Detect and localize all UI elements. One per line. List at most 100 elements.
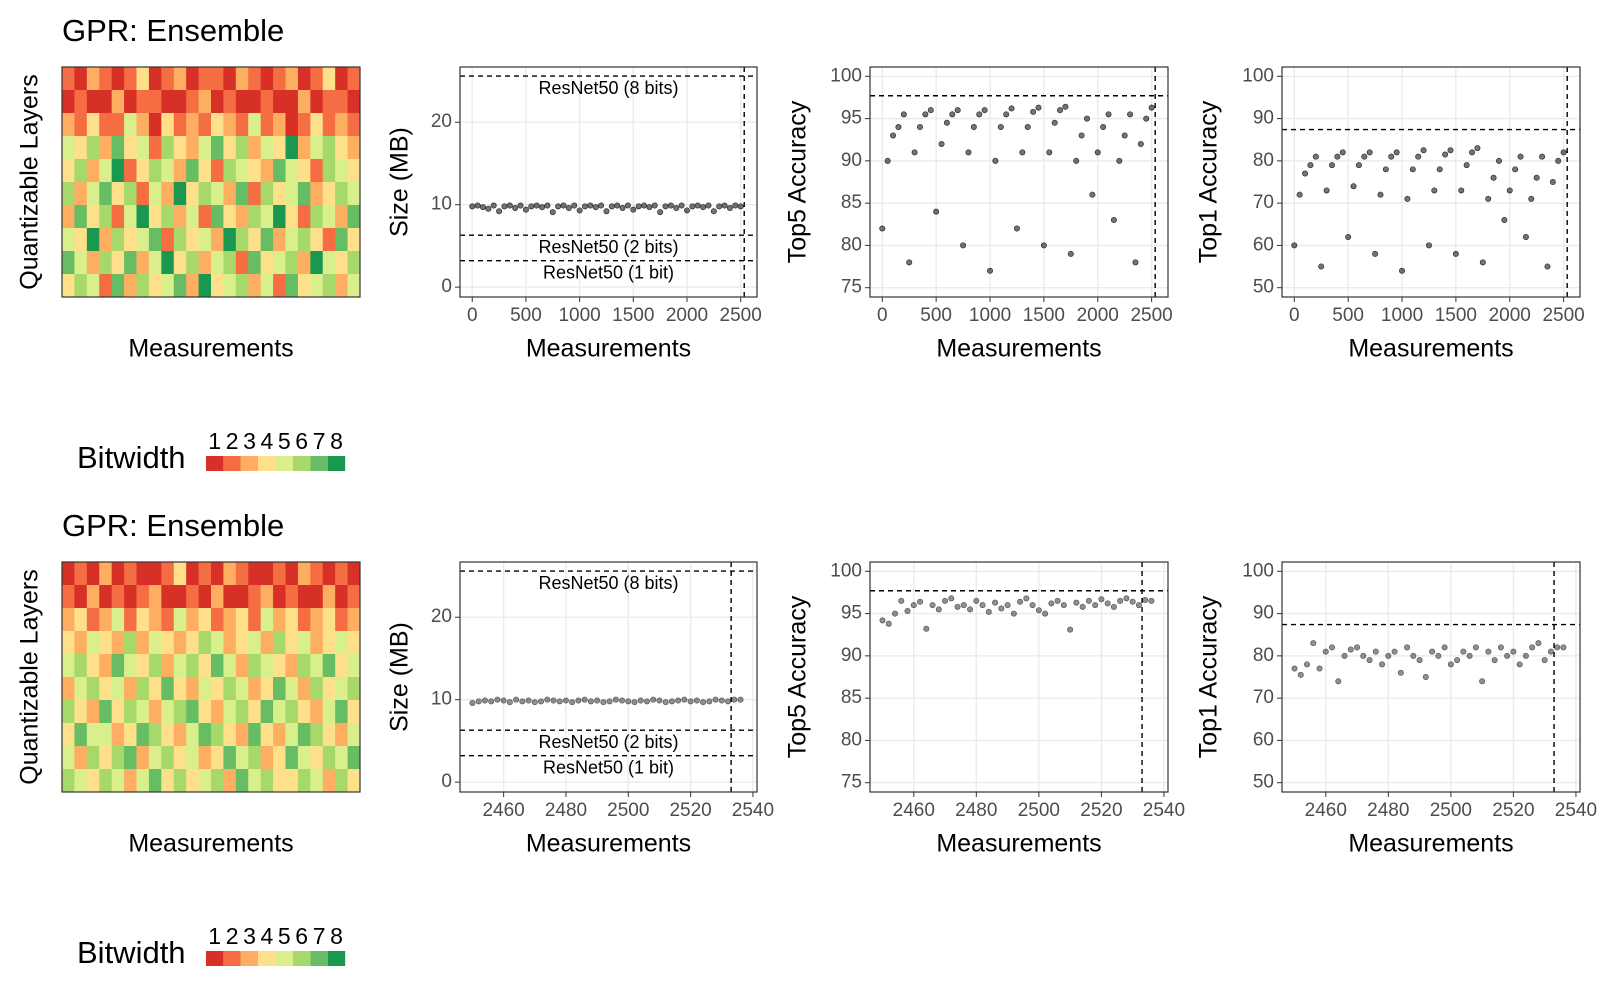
heatmap-cell [273, 136, 286, 160]
heatmap-cell [260, 205, 274, 229]
heatmap-cell [310, 159, 324, 183]
y-tick-label: 90 [841, 645, 862, 666]
x-tick-label: 2500 [1018, 800, 1060, 821]
y-tick-label: 70 [1253, 687, 1274, 708]
data-point [1057, 107, 1064, 114]
data-point [662, 699, 669, 706]
panel-border [1281, 561, 1581, 793]
heatmap-cell [111, 90, 125, 114]
heatmap-cell [235, 136, 249, 160]
y-tick-label: 0 [441, 771, 452, 792]
data-point [1361, 153, 1368, 160]
data-point [916, 124, 923, 131]
data-point [673, 204, 680, 211]
data-point [678, 202, 685, 209]
data-point [630, 206, 637, 213]
data-point [1116, 157, 1123, 164]
data-point [1104, 600, 1111, 607]
data-point [922, 111, 929, 118]
data-point [1391, 648, 1398, 655]
heatmap-cell [223, 113, 237, 137]
heatmap-cell [198, 608, 212, 632]
data-point [949, 111, 956, 118]
data-point [538, 698, 545, 705]
heatmap-cell [161, 228, 175, 252]
heatmap-cell [62, 113, 75, 137]
data-point [1372, 648, 1379, 655]
heatmap-cell [211, 585, 224, 609]
x-axis-label: Measurements [1348, 335, 1513, 363]
heatmap-cell [285, 67, 299, 91]
heatmap-cell [111, 631, 125, 655]
heatmap-cell [148, 251, 162, 275]
heatmap-cell [136, 608, 150, 632]
data-point [594, 697, 601, 704]
heatmap-cell [86, 631, 100, 655]
data-point [560, 202, 567, 209]
x-tick-label: 2500 [1130, 305, 1172, 326]
data-point [1463, 162, 1470, 169]
heatmap-cell [335, 159, 348, 183]
heatmap-cell [273, 228, 286, 252]
data-point [1123, 595, 1130, 602]
x-tick-label: 0 [1289, 305, 1300, 326]
heatmap-cell [136, 723, 150, 747]
heatmap-cell [124, 631, 137, 655]
heatmap-cell [136, 90, 150, 114]
data-point [681, 696, 688, 703]
data-point [587, 202, 594, 209]
data-point [598, 202, 605, 209]
heatmap-cell [86, 113, 100, 137]
reference-label: ResNet50 (8 bits) [538, 573, 678, 593]
heatmap-cell [322, 182, 336, 206]
legend-label: 6 [295, 428, 308, 454]
panel-border [459, 66, 758, 298]
data-point [879, 617, 886, 624]
heatmap-cell [310, 723, 324, 747]
heatmap-cell [86, 746, 100, 770]
heatmap-cell [99, 654, 113, 678]
heatmap-cell [211, 205, 224, 229]
heatmap-cell [74, 608, 88, 632]
heatmap-cell [322, 654, 336, 678]
data-point [662, 203, 669, 210]
legend-swatch [275, 951, 293, 966]
heatmap-cell [335, 608, 348, 632]
heatmap-cell [173, 562, 187, 586]
data-point [469, 699, 476, 706]
heatmap-cell [99, 251, 113, 275]
heatmap-cell [235, 182, 249, 206]
heatmap-cell [223, 274, 237, 298]
data-point [960, 602, 967, 609]
heatmap-cell [248, 723, 262, 747]
heatmap-cell [235, 113, 249, 137]
data-point [1454, 657, 1461, 664]
data-point [1528, 195, 1535, 202]
y-tick-label: 90 [841, 150, 862, 171]
heatmap-cell [322, 562, 336, 586]
heatmap-cell [111, 746, 125, 770]
heatmap-cell [273, 67, 286, 91]
heatmap-cell [62, 654, 75, 678]
heatmap-cell [99, 562, 113, 586]
y-tick-label: 100 [830, 65, 862, 86]
data-point [1442, 151, 1449, 158]
heatmap-cell [186, 136, 199, 160]
y-tick-label: 10 [431, 689, 452, 710]
heatmap-cell [285, 677, 299, 701]
heatmap-cell [111, 585, 125, 609]
data-point [725, 698, 732, 705]
data-point [587, 698, 594, 705]
heatmap-cell [161, 67, 175, 91]
heatmap-cell [198, 723, 212, 747]
data-point [1067, 626, 1074, 633]
heatmap-cell [223, 677, 237, 701]
heatmap-cell [186, 631, 199, 655]
data-point [981, 107, 988, 114]
heatmap-cell [148, 136, 162, 160]
data-point [1073, 157, 1080, 164]
data-point [683, 207, 690, 214]
y-tick-label: 20 [431, 111, 452, 132]
data-point [624, 202, 631, 209]
heatmap-cell [99, 608, 113, 632]
